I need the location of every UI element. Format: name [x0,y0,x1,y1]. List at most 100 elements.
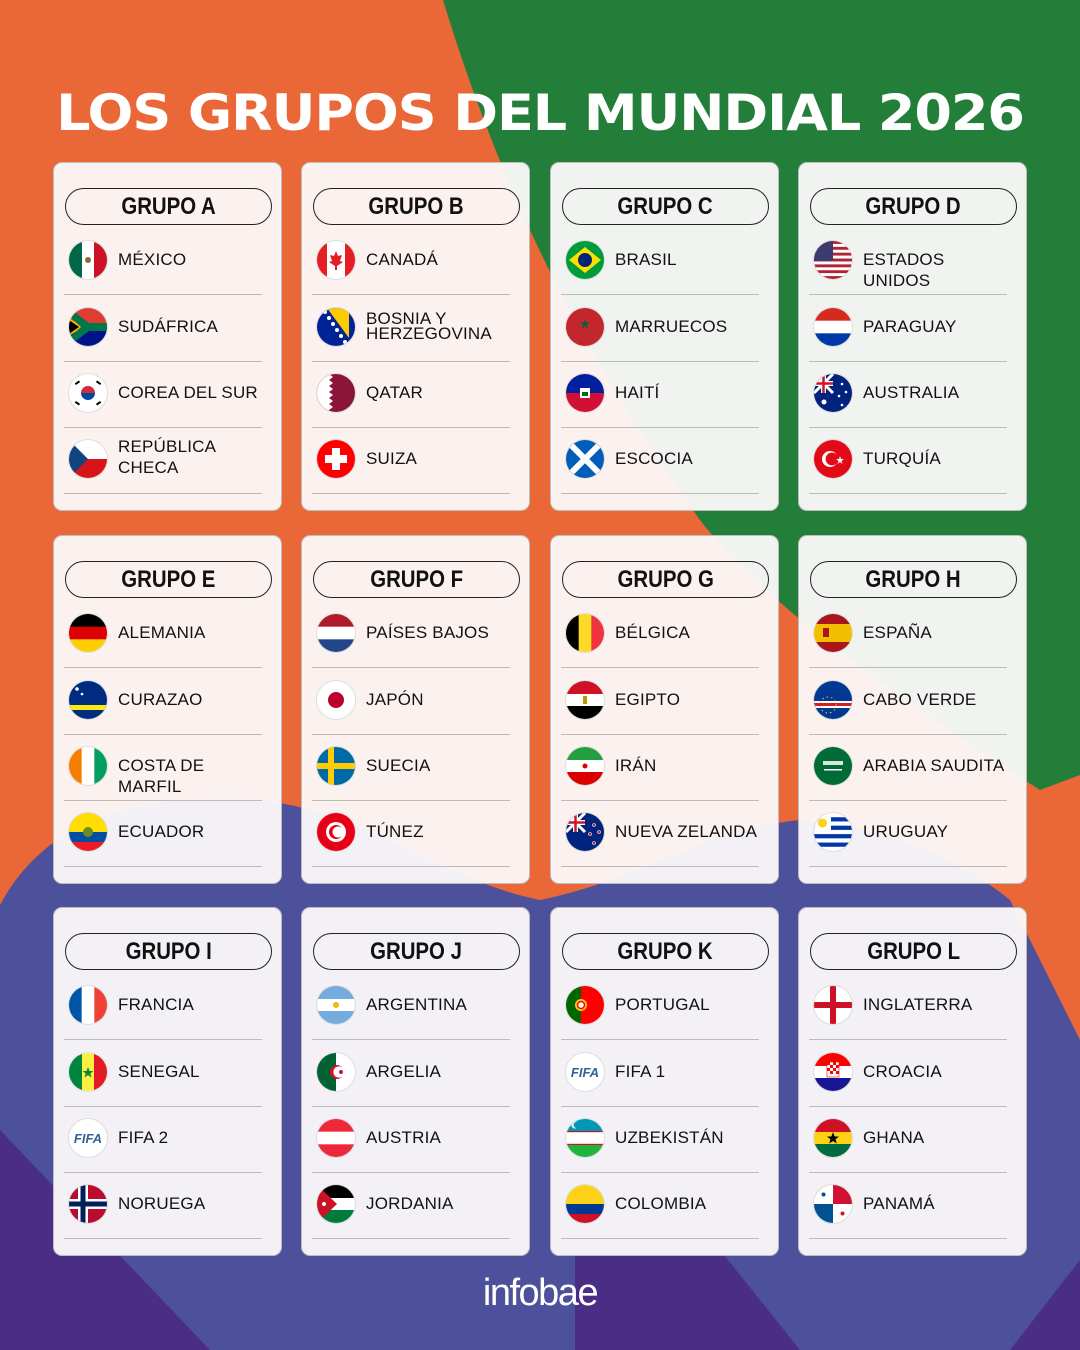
team-row: BRASIL [561,228,759,295]
usa-flag-icon [814,241,852,279]
team-name: HAITÍ [615,383,660,402]
ivory-coast-flag-icon [69,747,107,785]
team-name: ESTADOS UNIDOS [863,250,945,290]
team-row: GHANA [809,1106,1007,1173]
group-header: GRUPO C [562,188,769,225]
team-row: SUECIA [312,734,510,801]
group-name: GRUPO L [867,938,960,965]
team-row: URUGUAY [809,800,1007,867]
team-row: ESTADOS UNIDOS [809,228,1007,295]
group-card: GRUPO B CANADÁ BOSNIA Y HERZEGOVINA QATA… [301,162,530,511]
spain-flag-icon [814,614,852,652]
team-name: IRÁN [615,756,657,775]
team-row: JAPÓN [312,668,510,735]
group-name: GRUPO I [125,938,212,965]
team-row: QATAR [312,361,510,428]
team-name: SUIZA [366,449,418,468]
team-name: JAPÓN [366,690,424,709]
team-name: MÉXICO [118,250,187,269]
team-name: FRANCIA [118,995,195,1014]
team-name: ARABIA SAUDITA [863,756,1005,775]
team-name: URUGUAY [863,822,949,841]
croatia-flag-icon [814,1053,852,1091]
fifa-flag-icon: FIFA [566,1053,604,1091]
curacao-flag-icon [69,681,107,719]
team-name: CABO VERDE [863,690,977,709]
team-row: JORDANIA [312,1172,510,1239]
team-name: SUECIA [366,756,431,775]
australia-flag-icon [814,374,852,412]
group-header: GRUPO H [810,561,1017,598]
sweden-flag-icon [317,747,355,785]
team-name: AUSTRALIA [863,383,960,402]
portugal-flag-icon [566,986,604,1024]
norway-flag-icon [69,1185,107,1223]
group-card: GRUPO J ARGENTINA ARGELIA AUSTRIA JORDAN… [301,907,530,1256]
team-name: ESCOCIA [615,449,693,468]
team-name: ARGELIA [366,1062,442,1081]
austria-flag-icon [317,1119,355,1157]
team-row: SENEGAL [64,1040,262,1107]
group-header: GRUPO A [65,188,272,225]
qatar-flag-icon [317,374,355,412]
svg-text:FIFA: FIFA [74,1131,102,1146]
team-row: SUIZA [312,427,510,494]
team-row: ARGENTINA [312,973,510,1040]
team-name: QATAR [366,383,424,402]
team-row: NORUEGA [64,1172,262,1239]
canada-flag-icon [317,241,355,279]
team-name: COLOMBIA [615,1194,707,1213]
group-card: GRUPO I FRANCIA SENEGAL FIFA FIFA 2 NORU… [53,907,282,1256]
team-row: EGIPTO [561,668,759,735]
team-name: MARRUECOS [615,317,728,336]
jordan-flag-icon [317,1185,355,1223]
team-row: PANAMÁ [809,1172,1007,1239]
team-row: IRÁN [561,734,759,801]
group-name: GRUPO G [617,566,714,593]
uzbekistan-flag-icon [566,1119,604,1157]
team-row: ESCOCIA [561,427,759,494]
team-row: CROACIA [809,1040,1007,1107]
senegal-flag-icon [69,1053,107,1091]
egypt-flag-icon [566,681,604,719]
team-name: NORUEGA [118,1194,206,1213]
england-flag-icon [814,986,852,1024]
team-row: AUSTRALIA [809,361,1007,428]
team-name: PARAGUAY [863,317,957,336]
team-row: CANADÁ [312,228,510,295]
group-card: GRUPO F PAÍSES BAJOS JAPÓN SUECIA TÚNEZ [301,535,530,884]
team-row: FRANCIA [64,973,262,1040]
brazil-flag-icon [566,241,604,279]
team-row: CABO VERDE [809,668,1007,735]
team-row: MÉXICO [64,228,262,295]
germany-flag-icon [69,614,107,652]
turkey-flag-icon [814,440,852,478]
ghana-flag-icon [814,1119,852,1157]
team-name: BÉLGICA [615,623,691,642]
team-name: COREA DEL SUR [118,383,258,402]
group-name: GRUPO A [121,193,216,220]
team-row: COLOMBIA [561,1172,759,1239]
group-header: GRUPO J [313,933,520,970]
group-name: GRUPO F [370,566,463,593]
team-name: AUSTRIA [366,1128,442,1147]
team-name: PORTUGAL [615,995,710,1014]
team-row: INGLATERRA [809,973,1007,1040]
team-name: EGIPTO [615,690,681,709]
team-row: MARRUECOS [561,295,759,362]
saudi-arabia-flag-icon [814,747,852,785]
team-row: TÚNEZ [312,800,510,867]
france-flag-icon [69,986,107,1024]
group-name: GRUPO C [617,193,714,220]
new-zealand-flag-icon [566,813,604,851]
team-row: COREA DEL SUR [64,361,262,428]
algeria-flag-icon [317,1053,355,1091]
scotland-flag-icon [566,440,604,478]
team-name: CANADÁ [366,250,439,269]
group-card: GRUPO A MÉXICO SUDÁFRICA COREA DEL SUR R… [53,162,282,511]
colombia-flag-icon [566,1185,604,1223]
team-row: NUEVA ZELANDA [561,800,759,867]
team-row: ARABIA SAUDITA [809,734,1007,801]
team-name: ECUADOR [118,822,205,841]
czech-republic-flag-icon [69,440,107,478]
